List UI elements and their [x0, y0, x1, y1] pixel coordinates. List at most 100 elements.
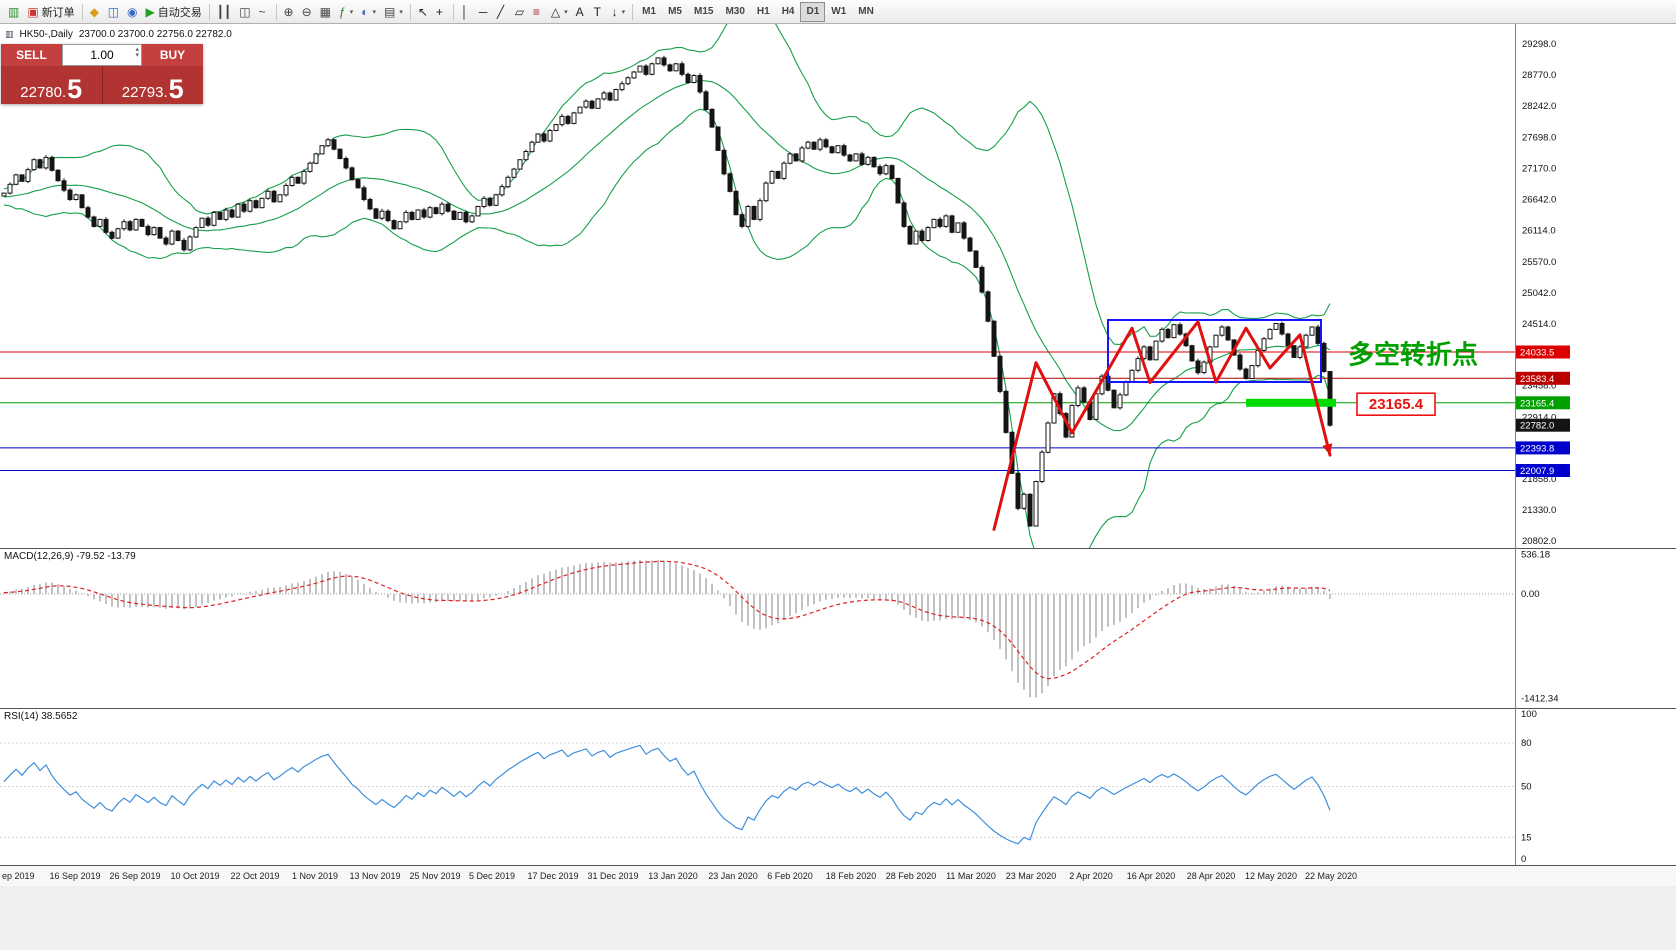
fibonacci-icon[interactable]: ≡ [529, 2, 547, 22]
sell-button[interactable]: SELL [1, 44, 62, 66]
rsi-line [3, 744, 1331, 845]
window-background [0, 886, 1676, 950]
periods-icon[interactable]: ◐ ▾ [357, 2, 380, 22]
candlestick-chart-icon-glyph: ◫ [239, 4, 251, 19]
vertical-line-icon[interactable]: │ [457, 2, 475, 22]
support-highlight [1246, 398, 1336, 407]
line-chart-icon[interactable]: ~ [255, 2, 273, 22]
one-click-trading-panel: SELL 1.00 ▴ ▾ BUY 22780. 5 22793. 5 [1, 44, 203, 104]
market-watch-icon[interactable]: ◫ [104, 2, 123, 22]
bar-chart-icon[interactable]: ┃┃ [213, 2, 235, 22]
timeframe-d1[interactable]: D1 [800, 1, 826, 22]
toolbar-separator [81, 3, 83, 20]
timeframe-m30-label: M30 [725, 6, 745, 17]
navigator-icon-glyph: ◉ [127, 4, 138, 19]
main-chart[interactable]: 29298.0 28770.0 28242.0 27698.0 27170.0 26642… [0, 24, 1676, 548]
timeframe-d1-label: D1 [806, 6, 820, 17]
toolbar-separator [632, 3, 634, 20]
price-badge-label: 22782.0 [1520, 421, 1554, 432]
horizontal-line-icon[interactable]: ─ [475, 2, 493, 22]
price-axis-label: 27170.0 [1522, 164, 1556, 175]
trend-arrowhead [1322, 443, 1333, 456]
macd-background [0, 548, 1676, 708]
time-axis-label: 23 Jan 2020 [708, 871, 758, 881]
rsi-axis-label: 80 [1521, 738, 1532, 749]
lot-size-field[interactable]: 1.00 ▴ ▾ [62, 44, 142, 66]
buy-button[interactable]: BUY [142, 44, 203, 66]
shapes-icon[interactable]: △ ▾ [547, 2, 572, 22]
rsi-axis-label: 50 [1521, 782, 1532, 793]
candlestick-chart-icon[interactable]: ◫ [235, 2, 254, 22]
cursor-icon[interactable]: ↖ [414, 2, 432, 22]
time-axis[interactable]: ep 2019 16 Sep 2019 26 Sep 2019 10 Oct 2019… [0, 865, 1676, 886]
template-icon[interactable]: ▤ ▾ [380, 2, 407, 22]
lot-decrease-button[interactable]: ▾ [135, 51, 139, 59]
zoom-in-icon-glyph: ⊕ [283, 4, 294, 19]
macd-panel[interactable]: 536.18 0.00 -1412.34 [0, 548, 1676, 708]
vertical-line-icon-glyph: │ [460, 4, 469, 19]
time-axis-label: 10 Oct 2019 [170, 871, 220, 881]
price-badge-label: 22007.9 [1520, 466, 1554, 477]
price-badge-label: 24033.5 [1520, 348, 1554, 359]
timeframe-m15-label: M15 [693, 6, 714, 17]
timeframe-m1[interactable]: M1 [636, 2, 662, 22]
macd-histogram [3, 560, 1331, 698]
timeframe-m5[interactable]: M5 [662, 2, 688, 22]
text-label-icon[interactable]: T [590, 2, 608, 22]
toolbar-separator [409, 3, 411, 20]
crosshair-icon-glyph: + [435, 4, 443, 19]
zoom-in-icon[interactable]: ⊕ [280, 2, 298, 22]
time-axis-label: 13 Jan 2020 [648, 871, 698, 881]
toolbar-separator [208, 3, 210, 20]
time-axis-label: 25 Nov 2019 [409, 871, 461, 881]
timeframe-h4-label: H4 [781, 6, 795, 17]
chart-window-icon: ▥ [5, 29, 14, 39]
equidistant-channel-icon[interactable]: ▱ [511, 2, 529, 22]
buy-price-main: 22793. [121, 84, 168, 101]
crosshair-icon[interactable]: + [432, 2, 450, 22]
timeframe-w1[interactable]: W1 [825, 2, 852, 22]
price-axis-label: 29298.0 [1522, 39, 1556, 50]
indicators-icon-glyph: ƒ [339, 4, 346, 19]
price-axis-label: 26642.0 [1522, 194, 1556, 205]
sell-price-display[interactable]: 22780. 5 [1, 66, 102, 104]
arrows-icon[interactable]: ↓ ▾ [608, 2, 630, 22]
market-watch-icon-glyph: ◫ [107, 4, 120, 19]
rsi-panel[interactable]: 100 80 50 15 0 [0, 708, 1676, 865]
timeframe-h4[interactable]: H4 [776, 2, 801, 22]
price-axis-labels: 29298.0 28770.0 28242.0 27698.0 27170.0 26642… [1522, 39, 1556, 547]
price-axis-label: 25042.0 [1522, 288, 1556, 299]
turning-point-label: 多空转折点 [1348, 340, 1478, 370]
app-chart-icon[interactable]: ▥ [4, 2, 23, 22]
new-order-button[interactable]: ▣ 新订单 [23, 2, 78, 22]
time-axis-label: ep 2019 [2, 871, 35, 881]
shapes-icon-dropdown[interactable]: ▾ [564, 8, 568, 16]
template-icon-dropdown[interactable]: ▾ [399, 8, 403, 16]
grid-icon[interactable]: ▦ [316, 2, 335, 22]
price-axis-label: 28770.0 [1522, 70, 1556, 81]
trendline-icon[interactable]: ╱ [493, 2, 511, 22]
auto-trading-button[interactable]: ▶ 自动交易 [142, 2, 206, 22]
line-chart-icon-glyph: ~ [258, 4, 266, 19]
time-axis-label: 26 Sep 2019 [109, 871, 161, 881]
chart-annotations[interactable]: 多空转折点 23165.4 [992, 319, 1478, 531]
indicators-icon[interactable]: ƒ ▾ [335, 2, 357, 22]
zoom-out-icon[interactable]: ⊖ [298, 2, 316, 22]
timeframe-mn[interactable]: MN [852, 2, 880, 22]
toolbar: ▥ ▣ 新订单 ◆ ◫ ◉ ▶ 自动交易 ┃┃ ◫ ~ ⊕ ⊖ ▦ ƒ ▾ ◐ ▾ ▤ ▾ ↖ + │ ─ ╱ ▱ ≡ △ ▾ A T ↓ ▾ M… [0, 0, 1676, 24]
periods-icon-dropdown[interactable]: ▾ [372, 8, 376, 16]
indicators-icon-dropdown[interactable]: ▾ [349, 8, 354, 16]
navigator-icon[interactable]: ◉ [123, 2, 141, 22]
text-icon[interactable]: A [572, 2, 590, 22]
timeframe-m30[interactable]: M30 [719, 2, 750, 22]
timeframe-m5-label: M5 [668, 6, 682, 17]
macd-signal-line [3, 560, 1331, 680]
lot-size-value[interactable]: 1.00 [90, 48, 114, 62]
buy-price-display[interactable]: 22793. 5 [101, 66, 203, 104]
timeframe-m15[interactable]: M15 [688, 2, 719, 22]
lot-increase-button[interactable]: ▴ [135, 46, 139, 53]
price-axis-label: 25570.0 [1522, 257, 1556, 268]
arrows-icon-dropdown[interactable]: ▾ [621, 8, 626, 16]
timeframe-h1[interactable]: H1 [751, 2, 776, 22]
favorites-icon[interactable]: ◆ [86, 2, 104, 22]
